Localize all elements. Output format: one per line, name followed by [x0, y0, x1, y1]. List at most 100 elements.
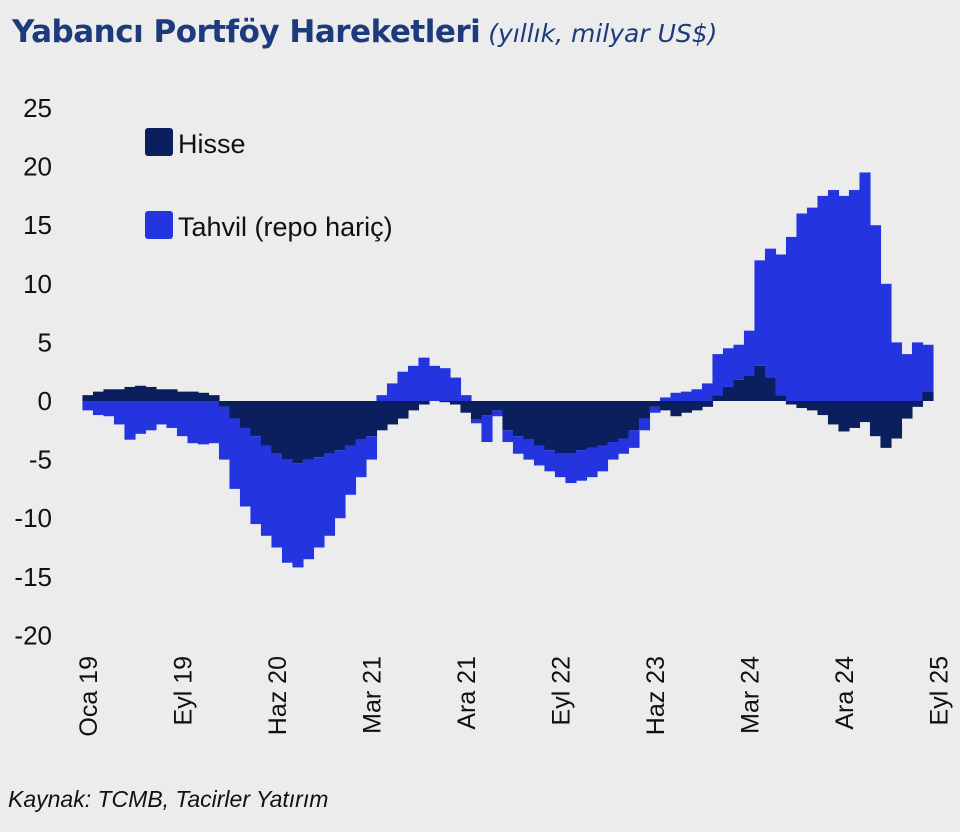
tahvil-bar [827, 190, 840, 401]
hisse-bar [365, 401, 378, 437]
chart-title-main: Yabancı Portföy Hareketleri [12, 14, 481, 50]
chart-title: Yabancı Portföy Hareketleri (yıllık, mily… [12, 14, 717, 50]
tahvil-bar [859, 172, 871, 401]
hisse-bar [113, 389, 126, 401]
hisse-bar [596, 401, 609, 446]
hisse-bar [397, 401, 409, 419]
tahvil-bar [785, 236, 798, 401]
legend-swatch-tahvil [145, 211, 173, 239]
hisse-bar [239, 401, 252, 428]
hisse-bar [470, 401, 483, 420]
hisse-bar [575, 401, 588, 451]
tahvil-bar [575, 450, 588, 481]
tahvil-bar [323, 453, 336, 536]
hisse-bar [743, 375, 756, 401]
source-note: Kaynak: TCMB, Tacirler Yatırım [8, 786, 329, 812]
tahvil-bar [890, 342, 903, 401]
tahvil-bar [838, 195, 850, 401]
y-tick-label: -5 [29, 445, 52, 475]
legend-swatch-hisse [145, 128, 173, 156]
tahvil-bar [512, 436, 525, 454]
chart-title-unit: (yıllık, milyar US$) [488, 19, 718, 48]
legend-label-tahvil: Tahvil (repo hariç) [178, 212, 393, 242]
hisse-bar [134, 385, 147, 401]
hisse-bar [607, 401, 619, 443]
hisse-bar [901, 401, 913, 419]
tahvil-bar [407, 365, 420, 401]
hisse-bar [82, 395, 94, 401]
hisse-bar [880, 401, 892, 448]
tahvil-bar [397, 371, 409, 401]
hisse-bar [806, 401, 819, 411]
tahvil-bar [848, 190, 861, 401]
tahvil-bar [491, 410, 504, 417]
y-tick-label: 15 [23, 210, 52, 240]
hisse-bar [418, 401, 430, 405]
tahvil-bar [145, 401, 157, 431]
tahvil-bar [449, 377, 462, 401]
tahvil-bar [617, 438, 630, 454]
tahvil-bar [712, 354, 724, 396]
tahvil-bar [218, 406, 231, 460]
hisse-bar [155, 389, 168, 401]
hisse-bar [512, 401, 525, 437]
hisse-bar [103, 389, 115, 401]
hisse-bar [502, 401, 514, 431]
y-tick-label: -20 [14, 620, 52, 650]
hisse-bar [449, 401, 462, 405]
hisse-bar [701, 401, 714, 407]
hisse-bar [523, 401, 535, 440]
hisse-bar [460, 401, 472, 413]
y-tick-label: -15 [14, 562, 52, 592]
tahvil-bar [355, 439, 367, 478]
x-tick-label: Ara 21 [453, 656, 481, 730]
hisse-bar [281, 401, 294, 460]
tahvil-bar [208, 401, 220, 444]
tahvil-bar [82, 401, 94, 411]
tahvil-bar [533, 445, 546, 466]
hisse-bar [491, 401, 504, 411]
tahvil-bar [502, 430, 514, 443]
plot-marks [82, 172, 934, 568]
hisse-bar [848, 401, 861, 428]
tahvil-bar [418, 357, 430, 401]
hisse-bar [869, 401, 882, 437]
tahvil-bar [638, 418, 651, 431]
hisse-bar [407, 401, 420, 411]
tahvil-bar [428, 365, 441, 401]
hisse-bar [208, 395, 220, 401]
hisse-bar [260, 401, 273, 446]
tahvil-bar [470, 419, 483, 424]
hisse-bar [533, 401, 546, 446]
x-tick-label: Ara 24 [831, 656, 859, 730]
tahvil-bar [596, 445, 609, 472]
hisse-bar [323, 401, 336, 454]
hisse-bar [292, 401, 304, 464]
hisse-bar [334, 401, 346, 451]
y-tick-label: 10 [23, 269, 52, 299]
tahvil-bar [92, 401, 105, 416]
hisse-bar [386, 401, 399, 425]
tahvil-bar [607, 442, 619, 460]
x-tick-label: Eyl 25 [926, 656, 954, 725]
hisse-bar [176, 391, 189, 401]
tahvil-bar [649, 406, 661, 413]
tahvil-bar [365, 436, 378, 460]
hisse-bar [911, 401, 924, 407]
hisse-bar [754, 365, 766, 401]
tahvil-bar [565, 453, 577, 484]
tahvil-bar [880, 283, 892, 401]
tahvil-bar [460, 395, 472, 401]
tahvil-bar [691, 389, 703, 401]
hisse-bar [859, 401, 871, 423]
tahvil-bar [754, 260, 766, 366]
tahvil-bar [155, 401, 168, 425]
tahvil-bar [523, 439, 535, 460]
tahvil-bar [386, 383, 399, 401]
hisse-bar [313, 401, 325, 458]
y-tick-label: 25 [23, 93, 52, 123]
tahvil-bar [103, 401, 115, 417]
y-tick-label: 20 [23, 152, 52, 182]
hisse-bar [838, 401, 850, 432]
x-tick-label: Oca 19 [75, 656, 103, 737]
